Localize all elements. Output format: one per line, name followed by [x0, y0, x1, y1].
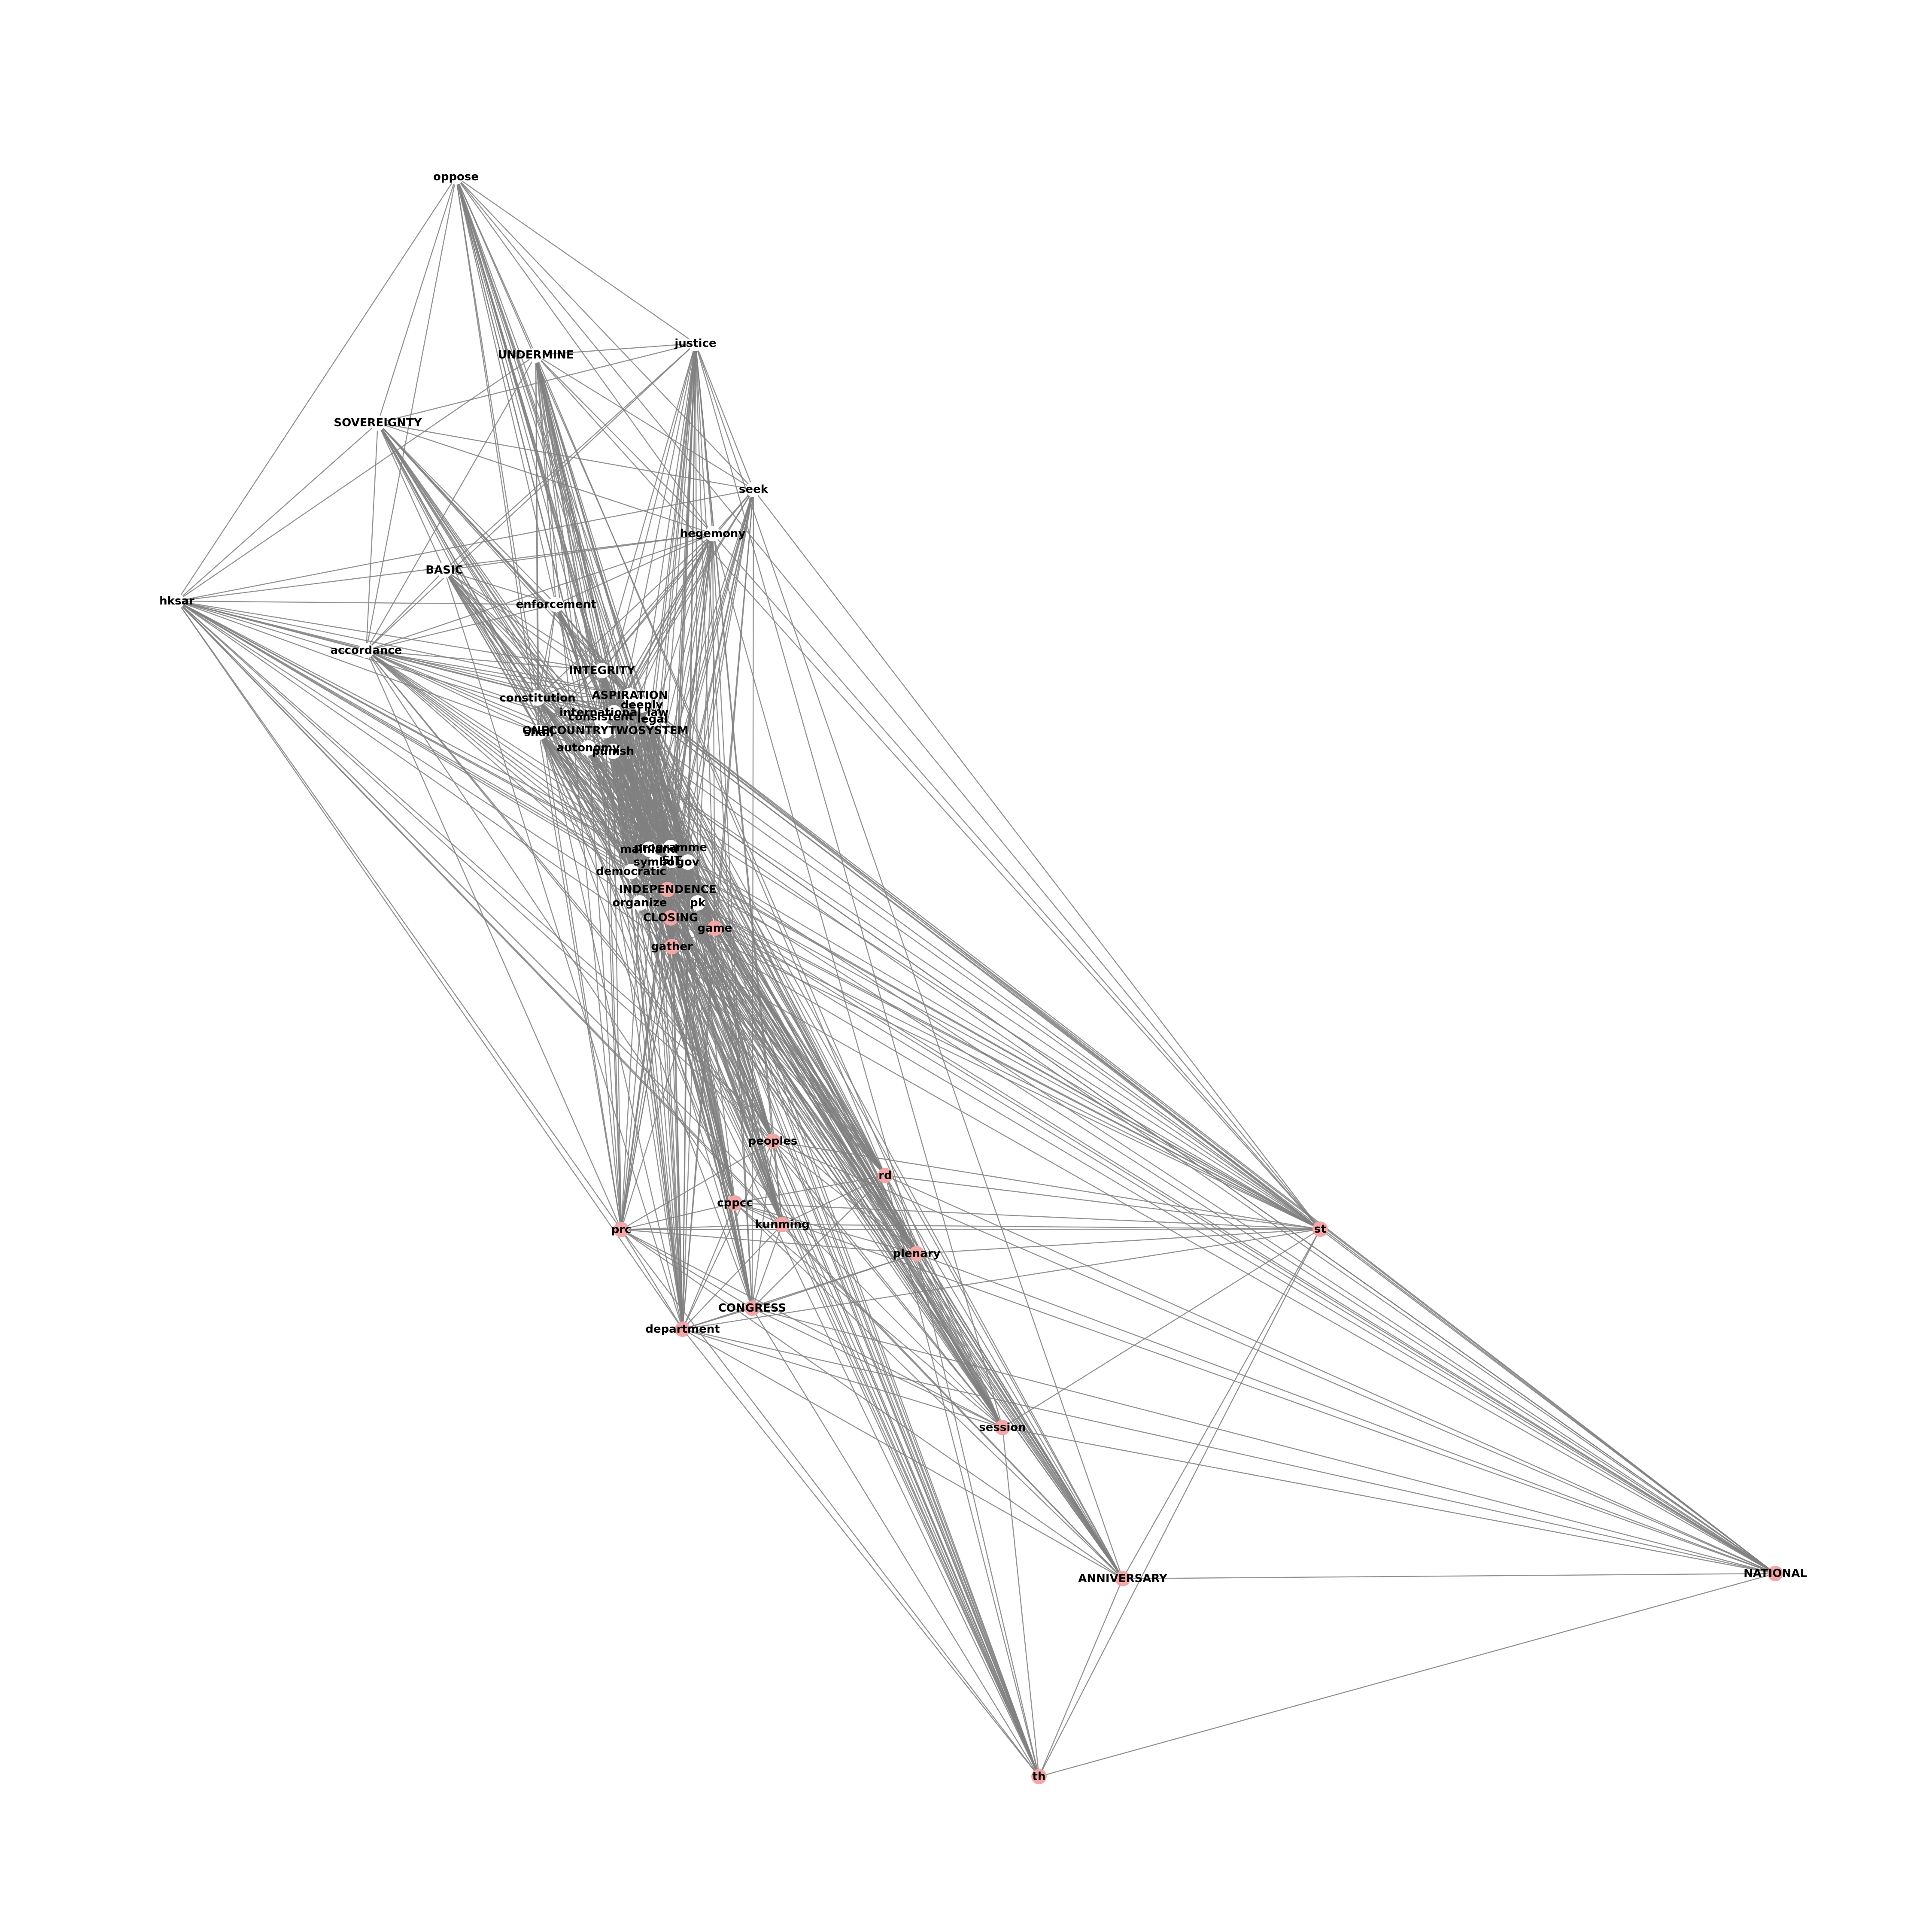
- node-label-INDEPENDENCE: INDEPENDENCE: [619, 883, 716, 896]
- edge-NATIONAL-programme: [671, 848, 1775, 1574]
- edge-SOVEREIGNTY-oppose: [378, 177, 456, 423]
- edge-INTEGRITY-seek: [602, 489, 753, 671]
- node-label-organize: organize: [612, 896, 667, 909]
- edge-NATIONAL-game: [715, 928, 1775, 1574]
- edge-hksar-oppose: [177, 177, 456, 601]
- node-label-oppose: oppose: [433, 170, 479, 183]
- edge-CLOSING-th: [671, 918, 1039, 1777]
- node-label-consistent: consistent: [568, 711, 634, 723]
- edge-INTEGRITY-session: [602, 671, 1002, 1428]
- edge-organize-th: [640, 903, 1039, 1777]
- edge-NATIONAL-plenary: [917, 1254, 1775, 1574]
- edge-hegemony-st: [713, 534, 1320, 1229]
- edge-rd-st: [885, 1176, 1320, 1229]
- node-label-gov: gov: [676, 856, 699, 869]
- edge-UNDERMINE-accordance: [366, 355, 536, 650]
- node-label-gather: gather: [651, 940, 693, 953]
- node-label-BASIC: BASIC: [425, 564, 463, 577]
- node-label-INTEGRITY: INTEGRITY: [569, 664, 636, 677]
- edge-accordance-enforcement: [366, 605, 556, 650]
- edge-ANNIVERSARY-SOVEREIGNTY: [378, 423, 1123, 1579]
- edge-rd-th: [885, 1176, 1039, 1777]
- node-label-department: department: [645, 1323, 720, 1336]
- node-label-ONECOUNTRYTWOSYSTEM: ONECOUNTRYTWOSYSTEM: [522, 724, 688, 737]
- edge-CONGRESS-th: [752, 1308, 1039, 1777]
- edge-ANNIVERSARY-th: [1039, 1579, 1123, 1777]
- edge-session-st: [1002, 1229, 1320, 1428]
- node-label-UNDERMINE: UNDERMINE: [498, 349, 574, 361]
- edge-prc-st: [621, 1229, 1320, 1230]
- node-label-punish: punish: [592, 745, 635, 758]
- edge-NATIONAL-department: [683, 1329, 1775, 1574]
- edge-CONGRESS-kunming: [752, 1224, 782, 1308]
- node-label-rd: rd: [878, 1169, 892, 1182]
- node-label-seek: seek: [739, 483, 769, 496]
- edge-game-th: [715, 928, 1039, 1777]
- node-label-hksar: hksar: [159, 595, 194, 608]
- edge-INDEPENDENCE-NATIONAL: [668, 890, 1775, 1574]
- node-label-ANNIVERSARY: ANNIVERSARY: [1078, 1572, 1168, 1585]
- node-label-pk: pk: [690, 896, 706, 909]
- edge-SOVEREIGNTY-hksar: [177, 423, 378, 601]
- node-label-justice: justice: [674, 337, 716, 350]
- node-label-NATIONAL: NATIONAL: [1744, 1567, 1807, 1580]
- node-label-constitution: constitution: [499, 692, 575, 705]
- node-label-th: th: [1033, 1770, 1046, 1783]
- node-label-legal: legal: [637, 713, 668, 726]
- edge-UNDERMINE-hksar: [177, 355, 536, 601]
- edge-ANNIVERSARY-constitution: [538, 698, 1123, 1579]
- edge-cppcc-session: [735, 1203, 1002, 1428]
- node-label-prc: prc: [611, 1223, 632, 1236]
- node-label-kunming: kunming: [755, 1218, 809, 1231]
- node-label-peoples: peoples: [748, 1135, 798, 1148]
- node-label-democratic: democratic: [596, 865, 666, 878]
- edge-NATIONAL-session: [1002, 1428, 1775, 1574]
- node-label-CLOSING: CLOSING: [643, 911, 698, 924]
- edge-BASIC-SOVEREIGNTY: [378, 423, 444, 570]
- edge-hegemony-oppose: [456, 177, 713, 534]
- node-label-enforcement: enforcement: [516, 598, 596, 611]
- edge-ANNIVERSARY-st: [1123, 1229, 1320, 1579]
- edge-ANNIVERSARY-department: [683, 1329, 1123, 1579]
- edge-CONGRESS-seek: [752, 489, 753, 1308]
- edge-justice-seek: [696, 343, 753, 489]
- edge-UNDERMINE-rd: [536, 355, 885, 1176]
- edge-NATIONAL-th: [1039, 1574, 1775, 1777]
- node-label-accordance: accordance: [331, 644, 402, 657]
- node-label-session: session: [979, 1421, 1026, 1434]
- edge-ANNIVERSARY-NATIONAL: [1123, 1574, 1775, 1579]
- node-label-game: game: [698, 922, 732, 935]
- node-label-CONGRESS: CONGRESS: [718, 1302, 786, 1315]
- node-label-SOVEREIGNTY: SOVEREIGNTY: [334, 416, 422, 429]
- edge-pk-st: [698, 903, 1320, 1229]
- node-label-hegemony: hegemony: [680, 527, 746, 540]
- edge-accordance-prc: [366, 650, 621, 1230]
- node-label-cppcc: cppcc: [717, 1197, 753, 1209]
- node-label-st: st: [1314, 1223, 1326, 1236]
- edge-ANNIVERSARY-prc: [621, 1230, 1123, 1579]
- node-label-plenary: plenary: [893, 1247, 941, 1260]
- edge-hksar-seek: [177, 489, 753, 601]
- edge-SOVEREIGNTY-accordance: [366, 423, 378, 650]
- edge-NATIONAL-st: [1320, 1229, 1775, 1574]
- edge-NATIONAL-legal: [653, 719, 1775, 1574]
- graph-labels: oppose justice UNDERMINE SOVEREIGNTY seek heg…: [159, 170, 1807, 1783]
